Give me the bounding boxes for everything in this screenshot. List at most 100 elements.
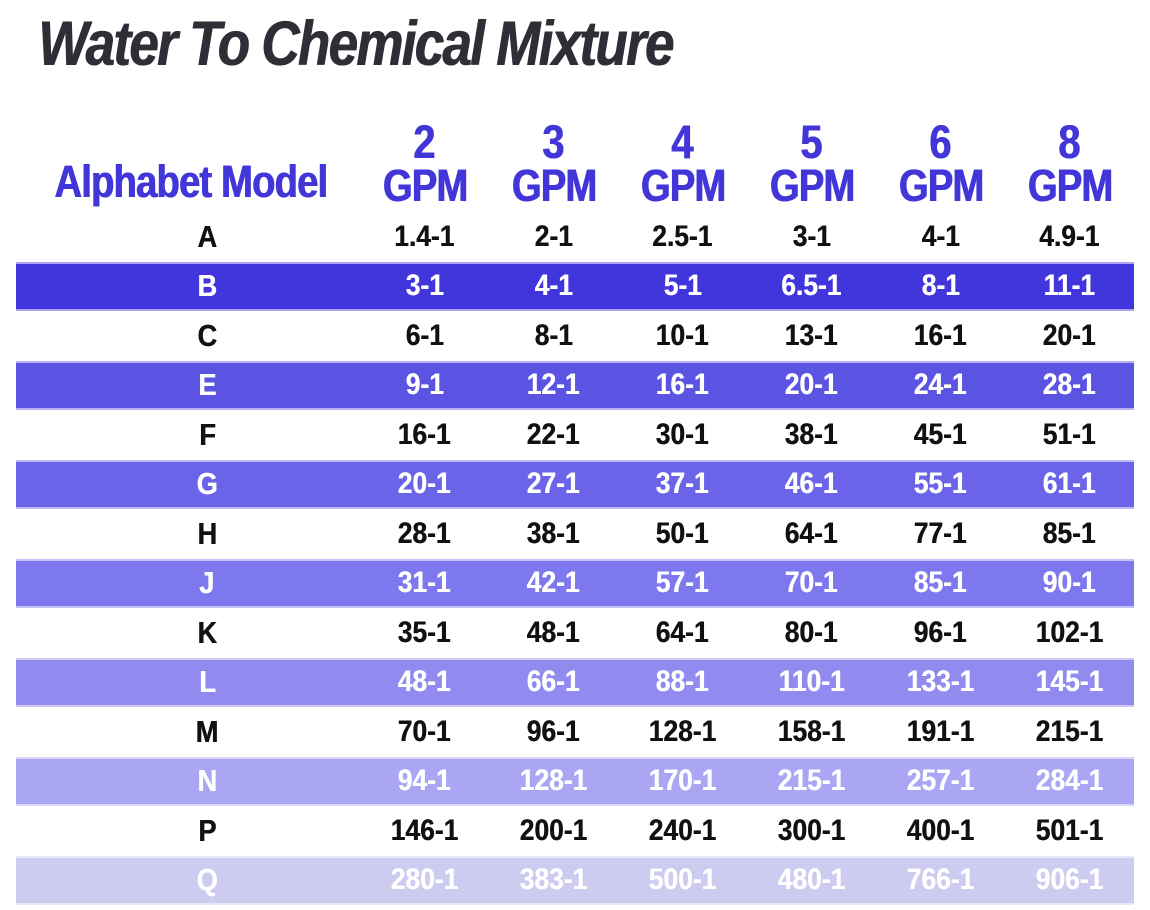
- ratio-value: 16-1: [656, 368, 709, 402]
- ratio-value: 70-1: [785, 566, 838, 600]
- ratio-value-cell: 70-1: [360, 715, 489, 749]
- ratio-value-cell: 284-1: [1005, 764, 1134, 798]
- ratio-value-cell: 24-1: [876, 368, 1005, 402]
- model-cell: N: [16, 763, 360, 799]
- ratio-value-cell: 128-1: [618, 715, 747, 749]
- table-row: B 3-1 4-1 5-1 6.5-1 8-1 11-1: [16, 261, 1134, 311]
- ratio-value: 102-1: [1035, 615, 1104, 649]
- model-label: A: [197, 218, 217, 254]
- ratio-value-cell: 20-1: [1005, 319, 1134, 353]
- model-cell: K: [16, 615, 360, 651]
- ratio-value: 38-1: [527, 516, 580, 550]
- ratio-value-cell: 1.4-1: [360, 220, 489, 254]
- ratio-value: 240-1: [648, 813, 717, 847]
- ratio-value: 61-1: [1043, 467, 1096, 501]
- ratio-value-cell: 46-1: [747, 467, 876, 501]
- ratio-value-cell: 94-1: [360, 764, 489, 798]
- ratio-value: 55-1: [914, 467, 967, 501]
- ratio-value: 191-1: [906, 714, 975, 748]
- gpm-column-unit: GPM: [511, 160, 596, 211]
- ratio-value-cell: 906-1: [1005, 863, 1134, 897]
- ratio-value: 8-1: [921, 269, 960, 303]
- ratio-value-cell: 30-1: [618, 418, 747, 452]
- ratio-value: 45-1: [914, 417, 967, 451]
- ratio-value: 96-1: [914, 615, 967, 649]
- ratio-value-cell: 3-1: [747, 220, 876, 254]
- ratio-value-cell: 96-1: [489, 715, 618, 749]
- ratio-value-cell: 300-1: [747, 814, 876, 848]
- table-row: N 94-1 128-1 170-1 215-1 257-1 284-1: [16, 756, 1134, 806]
- table-row: Q 280-1 383-1 500-1 480-1 766-1 906-1: [16, 855, 1134, 905]
- ratio-value: 9-1: [405, 368, 444, 402]
- ratio-value: 88-1: [656, 665, 709, 699]
- model-cell: F: [16, 417, 360, 453]
- table-row: A 1.4-1 2-1 2.5-1 3-1 4-1 4.9-1: [16, 212, 1134, 262]
- ratio-value: 51-1: [1043, 417, 1096, 451]
- model-cell: E: [16, 367, 360, 403]
- model-column-header: Alphabet Model: [16, 100, 360, 210]
- gpm-column-unit: GPM: [640, 160, 725, 211]
- table-row: G 20-1 27-1 37-1 46-1 55-1 61-1: [16, 459, 1134, 509]
- ratio-value-cell: 8-1: [876, 269, 1005, 303]
- ratio-value: 158-1: [777, 714, 846, 748]
- ratio-value: 16-1: [398, 417, 451, 451]
- ratio-value: 6.5-1: [781, 269, 842, 303]
- ratio-value: 64-1: [656, 615, 709, 649]
- ratio-value: 1.4-1: [394, 219, 455, 253]
- ratio-value: 4.9-1: [1039, 219, 1100, 253]
- gpm-column-value: 6: [929, 114, 952, 168]
- gpm-column-value: 8: [1058, 114, 1081, 168]
- ratio-value-cell: 215-1: [747, 764, 876, 798]
- gpm-column-header: 2 GPM: [360, 100, 489, 210]
- ratio-value: 94-1: [398, 764, 451, 798]
- ratio-value: 80-1: [785, 615, 838, 649]
- model-cell: P: [16, 813, 360, 849]
- ratio-value-cell: 766-1: [876, 863, 1005, 897]
- ratio-value: 70-1: [398, 714, 451, 748]
- ratio-value: 85-1: [1043, 516, 1096, 550]
- ratio-value: 383-1: [519, 863, 588, 897]
- model-label: M: [195, 713, 219, 749]
- model-cell: M: [16, 714, 360, 750]
- ratio-value-cell: 5-1: [618, 269, 747, 303]
- model-cell: H: [16, 516, 360, 552]
- ratio-value: 300-1: [777, 813, 846, 847]
- ratio-value-cell: 158-1: [747, 715, 876, 749]
- gpm-column-header: 6 GPM: [876, 100, 1005, 210]
- ratio-value-cell: 85-1: [876, 566, 1005, 600]
- ratio-value: 400-1: [906, 813, 975, 847]
- ratio-value: 31-1: [398, 566, 451, 600]
- ratio-value: 37-1: [656, 467, 709, 501]
- ratio-value-cell: 257-1: [876, 764, 1005, 798]
- ratio-value-cell: 38-1: [747, 418, 876, 452]
- ratio-value-cell: 110-1: [747, 665, 876, 699]
- table-row: J 31-1 42-1 57-1 70-1 85-1 90-1: [16, 558, 1134, 608]
- gpm-column-header: 4 GPM: [618, 100, 747, 210]
- ratio-value: 2-1: [534, 219, 573, 253]
- ratio-value-cell: 64-1: [618, 616, 747, 650]
- ratio-value: 35-1: [398, 615, 451, 649]
- ratio-value: 30-1: [656, 417, 709, 451]
- ratio-value-cell: 145-1: [1005, 665, 1134, 699]
- ratio-value: 48-1: [527, 615, 580, 649]
- ratio-value: 215-1: [777, 764, 846, 798]
- ratio-value-cell: 20-1: [747, 368, 876, 402]
- ratio-value: 766-1: [906, 863, 975, 897]
- ratio-value-cell: 10-1: [618, 319, 747, 353]
- ratio-value-cell: 102-1: [1005, 616, 1134, 650]
- ratio-value-cell: 4.9-1: [1005, 220, 1134, 254]
- ratio-value-cell: 4-1: [489, 269, 618, 303]
- table-row: M 70-1 96-1 128-1 158-1 191-1 215-1: [16, 707, 1134, 757]
- ratio-value: 170-1: [648, 764, 717, 798]
- ratio-value: 6-1: [405, 318, 444, 352]
- ratio-value-cell: 57-1: [618, 566, 747, 600]
- model-cell: B: [16, 268, 360, 304]
- gpm-column-value: 2: [413, 114, 436, 168]
- ratio-value-cell: 6.5-1: [747, 269, 876, 303]
- ratio-value-cell: 16-1: [360, 418, 489, 452]
- ratio-value-cell: 200-1: [489, 814, 618, 848]
- model-cell: A: [16, 219, 360, 255]
- ratio-value: 3-1: [792, 219, 831, 253]
- ratio-value-cell: 4-1: [876, 220, 1005, 254]
- ratio-value: 27-1: [527, 467, 580, 501]
